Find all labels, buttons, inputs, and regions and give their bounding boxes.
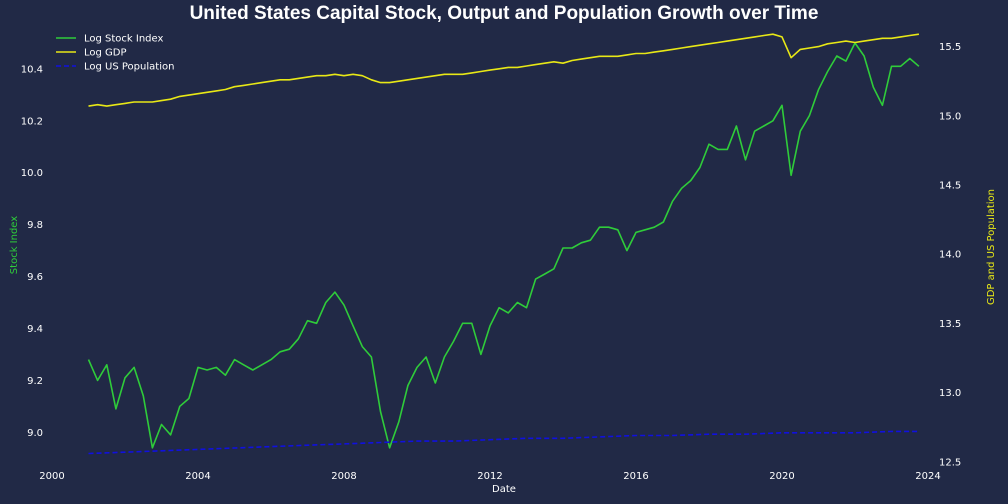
x-tick-label: 2020: [769, 471, 794, 482]
x-tick-label: 2008: [331, 471, 356, 482]
y-right-axis-label: GDP and US Population: [986, 189, 997, 305]
y-left-tick-label: 9.6: [27, 272, 43, 283]
legend-label: Log GDP: [84, 48, 127, 59]
series-layer: [87, 33, 920, 455]
series-line-log-gdp: [88, 33, 920, 107]
series-line-log-stock-index: [87, 42, 920, 449]
y-right-axis-ticks: 12.5 13.0 13.5 14.0 14.5 15.0 15.5: [939, 42, 961, 468]
x-tick-label: 2000: [39, 471, 64, 482]
x-axis-ticks: 2000 2004 2008 2012 2016 2020 2024: [39, 471, 940, 482]
x-tick-label: 2024: [915, 471, 940, 482]
x-tick-label: 2004: [185, 471, 210, 482]
chart-title: United States Capital Stock, Output and …: [190, 3, 819, 24]
y-left-tick-label: 9.2: [27, 376, 43, 387]
legend-label: Log Stock Index: [84, 34, 164, 45]
y-left-axis-ticks: 9.0 9.2 9.4 9.6 9.8 10.0 10.2 10.4: [21, 64, 43, 438]
y-left-tick-label: 10.4: [21, 64, 43, 75]
y-right-tick-label: 13.0: [939, 388, 961, 399]
x-tick-label: 2012: [477, 471, 502, 482]
y-left-axis-label: Stock Index: [9, 216, 20, 274]
y-left-tick-label: 9.8: [27, 220, 43, 231]
y-right-tick-label: 15.0: [939, 111, 961, 122]
x-axis-label: Date: [492, 484, 516, 495]
x-tick-label: 2016: [623, 471, 648, 482]
y-left-tick-label: 9.0: [27, 428, 43, 439]
y-right-tick-label: 13.5: [939, 319, 961, 330]
y-right-tick-label: 14.0: [939, 250, 961, 261]
y-right-tick-label: 12.5: [939, 457, 961, 468]
series-line-log-us-population: [88, 430, 919, 455]
y-right-tick-label: 14.5: [939, 181, 961, 192]
y-right-tick-label: 15.5: [939, 42, 961, 53]
y-left-tick-label: 10.0: [21, 168, 43, 179]
y-left-tick-label: 10.2: [21, 116, 43, 127]
legend-label: Log US Population: [84, 62, 174, 73]
y-left-tick-label: 9.4: [27, 324, 43, 335]
legend: Log Stock Index Log GDP Log US Population: [56, 34, 174, 73]
